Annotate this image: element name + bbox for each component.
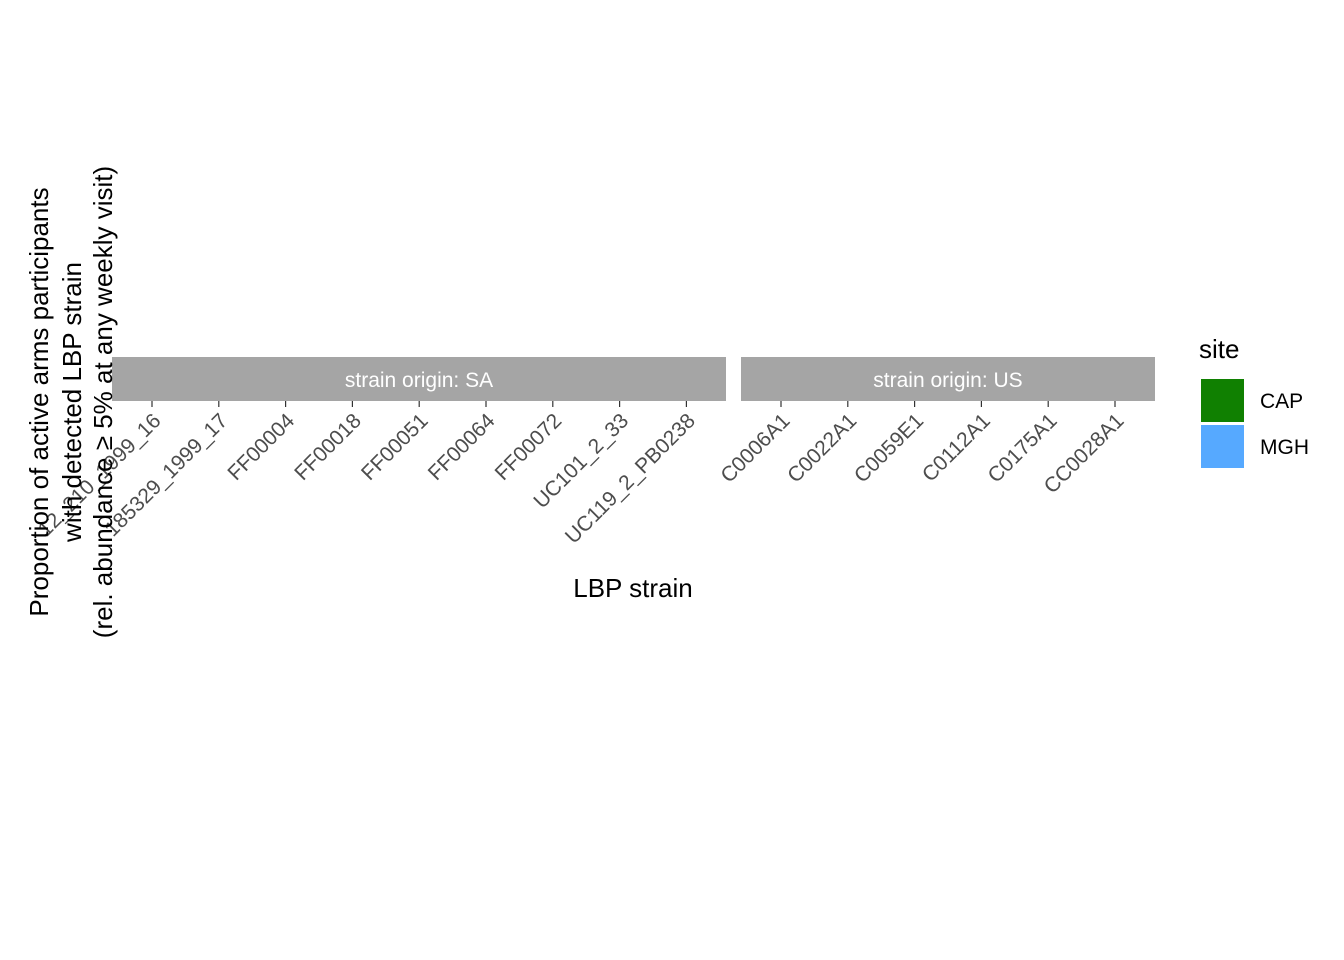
- facet-strip-1: [112, 357, 726, 401]
- y-axis-label-line: (rel. abundance ≥ 5% at any weekly visit…: [88, 166, 118, 638]
- legend-title: site: [1199, 334, 1239, 364]
- x-tick-label: FF00051: [357, 409, 433, 485]
- legend-label: MGH: [1260, 436, 1309, 459]
- y-axis-label-line: with detected LBP strain: [57, 262, 87, 543]
- x-tick-label: C0112A1: [918, 409, 995, 486]
- legend-key-cap: [1201, 379, 1244, 422]
- facet-strip-label: strain origin: SA: [345, 369, 493, 392]
- facet-strip-2: [741, 357, 1155, 401]
- x-tick-label: FF00064: [424, 409, 500, 485]
- x-tick-label: 185329_1999_17: [100, 409, 232, 541]
- facet-strips: strain origin: SA strain origin: US: [112, 357, 1155, 401]
- x-tick-label: C0059E1: [850, 409, 928, 487]
- x-axis-ticks: 12_210_1999_16185329_1999_17FF00004FF000…: [34, 401, 1129, 548]
- legend-label: CAP: [1260, 390, 1303, 413]
- y-axis-label-line: Proportion of active arms participants: [24, 187, 54, 616]
- legend-key-mgh: [1201, 425, 1244, 468]
- x-tick-label: C0006A1: [716, 409, 794, 487]
- x-tick-label: FF00018: [290, 409, 366, 485]
- x-tick-label: FF00004: [223, 409, 299, 485]
- legend: site CAP MGH: [1199, 334, 1309, 468]
- x-tick-label: UC119_2_PB0238: [561, 409, 700, 548]
- x-axis-label: LBP strain: [573, 573, 692, 603]
- y-axis-label: Proportion of active arms participants wi…: [24, 166, 118, 638]
- x-tick-label: C0022A1: [783, 409, 861, 487]
- facet-strip-label: strain origin: US: [873, 369, 1022, 392]
